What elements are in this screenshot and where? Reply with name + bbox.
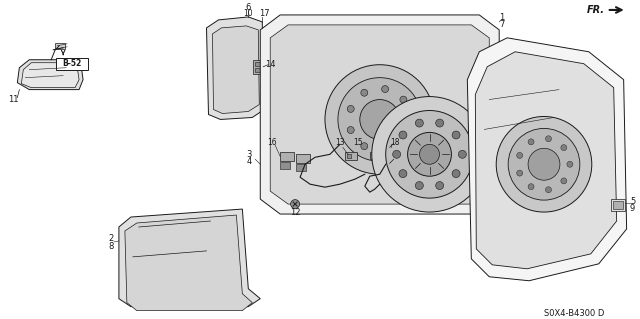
- Polygon shape: [207, 17, 264, 120]
- Circle shape: [545, 136, 552, 142]
- Polygon shape: [17, 60, 83, 90]
- Bar: [296, 154, 310, 163]
- Circle shape: [561, 145, 567, 151]
- Text: 5: 5: [630, 197, 636, 206]
- Circle shape: [516, 170, 523, 176]
- Polygon shape: [270, 25, 489, 204]
- Bar: [253, 60, 263, 74]
- FancyBboxPatch shape: [56, 58, 88, 70]
- Circle shape: [407, 116, 414, 123]
- Bar: [255, 62, 261, 66]
- Bar: [345, 152, 357, 160]
- Bar: [55, 43, 65, 49]
- Bar: [347, 154, 351, 158]
- Text: 3: 3: [246, 150, 252, 159]
- Circle shape: [545, 187, 552, 193]
- Bar: [388, 147, 394, 163]
- Polygon shape: [21, 63, 79, 88]
- Circle shape: [393, 150, 401, 158]
- Text: 2: 2: [108, 234, 113, 243]
- Circle shape: [361, 143, 368, 150]
- Bar: [611, 199, 625, 211]
- Bar: [255, 68, 261, 72]
- Text: FR.: FR.: [587, 5, 605, 15]
- Polygon shape: [476, 52, 617, 269]
- Bar: [280, 152, 294, 161]
- Circle shape: [386, 110, 474, 198]
- Circle shape: [348, 105, 354, 112]
- Circle shape: [567, 161, 573, 167]
- Text: 10: 10: [243, 10, 253, 19]
- Circle shape: [381, 85, 388, 93]
- Text: 16: 16: [268, 138, 277, 147]
- Circle shape: [436, 182, 444, 189]
- Text: 13: 13: [335, 138, 345, 147]
- Text: 17: 17: [259, 10, 269, 19]
- Circle shape: [381, 146, 388, 153]
- Circle shape: [436, 119, 444, 127]
- Circle shape: [372, 97, 487, 212]
- Circle shape: [408, 132, 451, 176]
- Text: 1: 1: [500, 13, 505, 22]
- Text: 7: 7: [499, 20, 505, 29]
- Text: B-52: B-52: [63, 59, 82, 68]
- Polygon shape: [212, 26, 259, 114]
- Text: 4: 4: [246, 157, 252, 166]
- Circle shape: [400, 96, 407, 103]
- Circle shape: [399, 131, 407, 139]
- Bar: [612, 201, 623, 209]
- Text: 6: 6: [246, 4, 251, 12]
- Polygon shape: [260, 15, 499, 214]
- Circle shape: [528, 139, 534, 145]
- Circle shape: [528, 148, 560, 180]
- Circle shape: [291, 200, 300, 209]
- Text: S0X4-B4300 D: S0X4-B4300 D: [543, 309, 604, 318]
- Circle shape: [452, 131, 460, 139]
- Circle shape: [399, 170, 407, 178]
- Text: 18: 18: [390, 138, 399, 147]
- Circle shape: [528, 184, 534, 190]
- Polygon shape: [467, 38, 627, 281]
- Circle shape: [508, 129, 580, 200]
- Circle shape: [325, 65, 435, 174]
- Text: 14: 14: [265, 60, 275, 69]
- Bar: [280, 162, 290, 169]
- Circle shape: [361, 89, 368, 96]
- Bar: [370, 152, 380, 159]
- Circle shape: [348, 127, 354, 134]
- Circle shape: [415, 119, 423, 127]
- Text: 12: 12: [290, 208, 300, 217]
- Text: 11: 11: [8, 95, 19, 104]
- Circle shape: [415, 182, 423, 189]
- Circle shape: [420, 145, 440, 164]
- Text: 9: 9: [630, 204, 636, 212]
- Circle shape: [338, 78, 422, 161]
- Circle shape: [496, 116, 592, 212]
- Circle shape: [516, 152, 523, 159]
- Circle shape: [400, 136, 407, 143]
- Polygon shape: [119, 209, 260, 307]
- Text: 15: 15: [353, 138, 363, 147]
- Bar: [296, 164, 306, 171]
- Circle shape: [452, 170, 460, 178]
- Polygon shape: [125, 215, 252, 311]
- Circle shape: [561, 178, 567, 184]
- Circle shape: [360, 100, 399, 139]
- Text: 8: 8: [108, 242, 114, 251]
- Circle shape: [458, 150, 467, 158]
